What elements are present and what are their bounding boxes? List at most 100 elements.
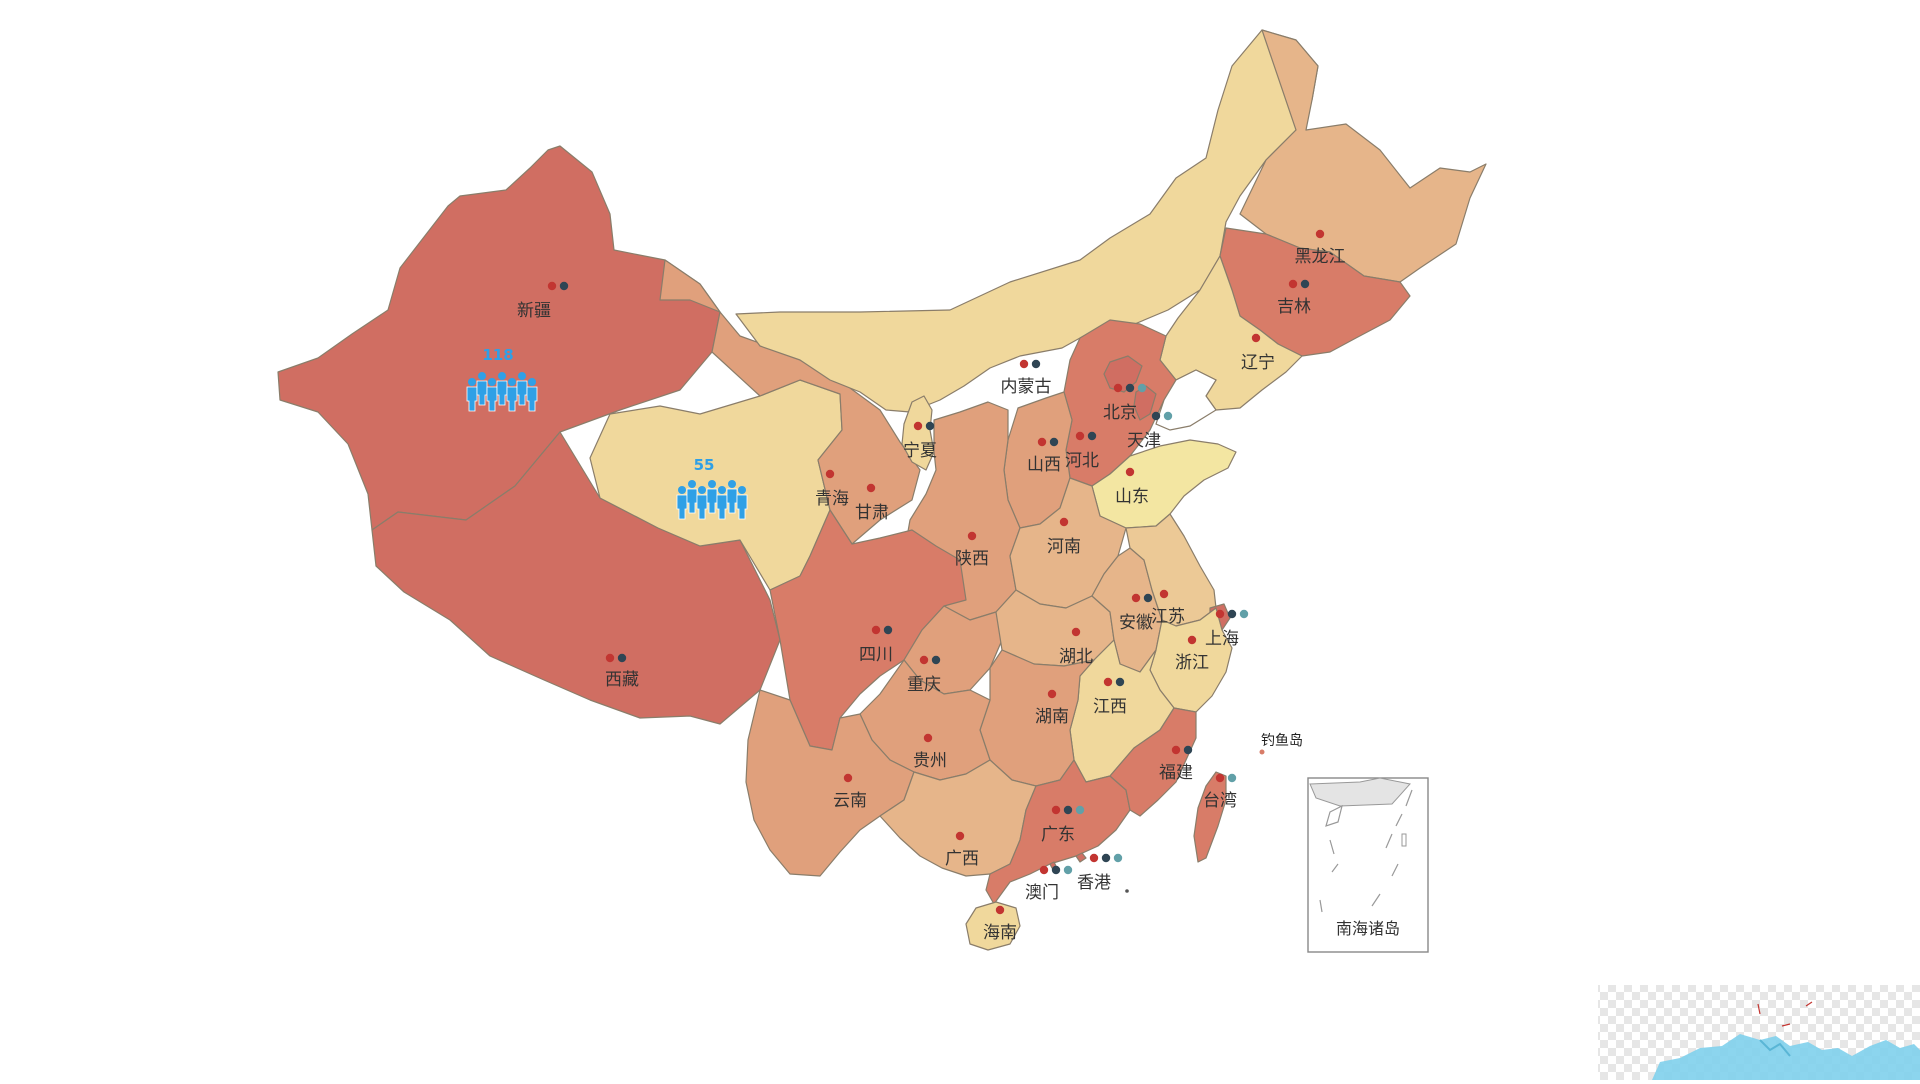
marker-dot-liaoning-red[interactable]: [1251, 333, 1261, 343]
marker-dot-xinjiang-red[interactable]: [547, 281, 557, 291]
province-guangdong[interactable]: [985, 759, 1131, 905]
marker-dot-anhui-dark[interactable]: [1143, 593, 1153, 603]
marker-dot-zhejiang-red[interactable]: [1187, 635, 1197, 645]
label-shandong: 山东: [1115, 487, 1149, 507]
marker-dot-qinghai-red[interactable]: [825, 469, 835, 479]
marker-dot-tianjin-teal[interactable]: [1163, 411, 1173, 421]
label-heilongjiang: 黑龙江: [1295, 247, 1346, 267]
marker-dot-beijing-red[interactable]: [1113, 383, 1123, 393]
marker-dot-guangdong-dark[interactable]: [1063, 805, 1073, 815]
label-hebei: 河北: [1065, 451, 1099, 471]
label-jiangsu: 江苏: [1151, 607, 1185, 627]
label-sichuan: 四川: [859, 645, 893, 665]
label-shaanxi: 陕西: [955, 549, 989, 569]
marker-dot-henan-red[interactable]: [1059, 517, 1069, 527]
province-taiwan[interactable]: [1193, 771, 1227, 863]
marker-dot-fujian-dark[interactable]: [1183, 745, 1193, 755]
marker-dot-yunnan-red[interactable]: [843, 773, 853, 783]
marker-dot-shaanxi-red[interactable]: [967, 531, 977, 541]
marker-dot-aomen-teal[interactable]: [1063, 865, 1073, 875]
marker-dot-shanghai-red[interactable]: [1215, 609, 1225, 619]
marker-dot-sichuan-dark[interactable]: [883, 625, 893, 635]
label-shanghai: 上海: [1205, 629, 1239, 649]
marker-dot-shanxi-dark[interactable]: [1049, 437, 1059, 447]
marker-dot-gansu-red[interactable]: [866, 483, 876, 493]
marker-dot-neimenggu-dark[interactable]: [1031, 359, 1041, 369]
marker-dot-hebei-red[interactable]: [1075, 431, 1085, 441]
marker-dot-heilongjiang-red[interactable]: [1315, 229, 1325, 239]
label-ningxia: 宁夏: [903, 441, 937, 461]
marker-dot-xizang-red[interactable]: [605, 653, 615, 663]
marker-dot-shanghai-dark[interactable]: [1227, 609, 1237, 619]
marker-dot-fujian-red[interactable]: [1171, 745, 1181, 755]
marker-dot-anhui-red[interactable]: [1131, 593, 1141, 603]
marker-dot-beijing-teal[interactable]: [1137, 383, 1147, 393]
province-xianggang[interactable]: [1075, 852, 1087, 863]
label-gansu: 甘肃: [855, 503, 889, 523]
people-marker-qinghai[interactable]: 55: [676, 456, 748, 520]
label-xizang: 西藏: [605, 670, 639, 690]
marker-dot-jiangxi-dark[interactable]: [1115, 677, 1125, 687]
marker-dot-guangdong-teal[interactable]: [1075, 805, 1085, 815]
marker-dot-taiwan-red[interactable]: [1215, 773, 1225, 783]
label-tianjin: 天津: [1127, 431, 1161, 451]
marker-dot-jilin-dark[interactable]: [1300, 279, 1310, 289]
marker-dot-chongqing-dark[interactable]: [931, 655, 941, 665]
province-hainan[interactable]: [965, 901, 1021, 951]
province-xizang[interactable]: [371, 431, 781, 725]
label-liaoning: 辽宁: [1241, 353, 1275, 373]
label-zhejiang: 浙江: [1175, 653, 1209, 673]
people-count-label: 118: [482, 346, 513, 364]
marker-dot-jilin-red[interactable]: [1288, 279, 1298, 289]
label-hubei: 湖北: [1059, 647, 1093, 667]
marker-dot-hainan-red[interactable]: [995, 905, 1005, 915]
label-yunnan: 云南: [833, 791, 867, 811]
map-overview-thumbnail[interactable]: [1598, 985, 1920, 1080]
label-neimenggu: 内蒙古: [1001, 377, 1052, 397]
label-taiwan: 台湾: [1203, 791, 1237, 811]
marker-dot-aomen-dark[interactable]: [1051, 865, 1061, 875]
marker-dot-jiangsu-red[interactable]: [1159, 589, 1169, 599]
label-anhui: 安徽: [1119, 613, 1153, 633]
province-fujian[interactable]: [1109, 707, 1197, 817]
label-xianggang: 香港: [1077, 873, 1111, 893]
label-jilin: 吉林: [1277, 297, 1311, 317]
label-diaoyu: 钓鱼岛: [1261, 732, 1303, 749]
marker-dot-neimenggu-red[interactable]: [1019, 359, 1029, 369]
marker-dot-xizang-dark[interactable]: [617, 653, 627, 663]
marker-dot-xianggang-dark[interactable]: [1101, 853, 1111, 863]
marker-dot-shanghai-teal[interactable]: [1239, 609, 1249, 619]
province-tianjin[interactable]: [1133, 385, 1157, 421]
marker-dot-xianggang-red[interactable]: [1089, 853, 1099, 863]
marker-dot-xianggang-teal[interactable]: [1113, 853, 1123, 863]
marker-dot-aomen-red[interactable]: [1039, 865, 1049, 875]
marker-dot-beijing-dark[interactable]: [1125, 383, 1135, 393]
marker-dot-ningxia-dark[interactable]: [925, 421, 935, 431]
marker-dot-guangdong-red[interactable]: [1051, 805, 1061, 815]
province-ningxia[interactable]: [901, 395, 935, 471]
marker-dot-shanxi-red[interactable]: [1037, 437, 1047, 447]
marker-dot-tianjin-dark[interactable]: [1151, 411, 1161, 421]
marker-dot-ningxia-red[interactable]: [913, 421, 923, 431]
marker-dot-hebei-dark[interactable]: [1087, 431, 1097, 441]
marker-dot-hubei-red[interactable]: [1071, 627, 1081, 637]
marker-dot-xinjiang-dark[interactable]: [559, 281, 569, 291]
marker-dot-guangxi-red[interactable]: [955, 831, 965, 841]
province-heilongjiang[interactable]: [1239, 29, 1487, 283]
people-marker-xinjiang[interactable]: 118: [466, 346, 538, 412]
marker-dot-guizhou-red[interactable]: [923, 733, 933, 743]
marker-dot-sichuan-red[interactable]: [871, 625, 881, 635]
marker-dot-taiwan-teal[interactable]: [1227, 773, 1237, 783]
label-jiangxi: 江西: [1093, 697, 1127, 717]
marker-dot-chongqing-red[interactable]: [919, 655, 929, 665]
label-aomen: 澳门: [1025, 883, 1059, 903]
marker-dot-hunan-red[interactable]: [1047, 689, 1057, 699]
label-hainan: 海南: [983, 923, 1017, 943]
label-beijing: 北京: [1103, 403, 1137, 423]
marker-dot-jiangxi-red[interactable]: [1103, 677, 1113, 687]
marker-dot-shandong-red[interactable]: [1125, 467, 1135, 477]
label-chongqing: 重庆: [907, 675, 941, 695]
people-count-label: 55: [694, 456, 715, 474]
label-guangxi: 广西: [945, 849, 979, 869]
